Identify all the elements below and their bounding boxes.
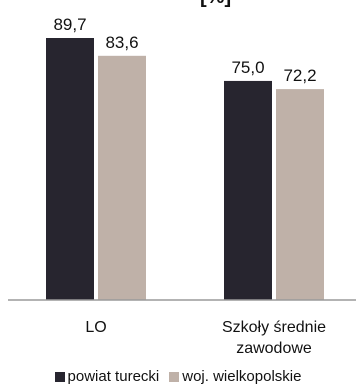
data-label-1-0: 75,0: [231, 58, 264, 77]
bar-1-1: [276, 89, 324, 300]
category-label-1-0: Szkoły średnie: [222, 319, 326, 336]
legend-swatch-powiat: [54, 371, 65, 382]
legend-label-woj: woj. wielkopolskie: [182, 368, 302, 385]
legend-item-powiat: powiat turecki: [54, 368, 160, 385]
legend-item-woj: woj. wielkopolskie: [169, 368, 301, 385]
bar-1-0: [224, 80, 272, 300]
bar-0-0: [46, 38, 94, 300]
chart-title-fragment: [%]: [200, 0, 231, 9]
legend: powiat turecki woj. wielkopolskie: [0, 368, 356, 385]
legend-label-powiat: powiat turecki: [67, 368, 160, 385]
category-label-0-0: LO: [85, 319, 106, 336]
data-label-0-1: 83,6: [105, 33, 138, 52]
data-label-0-0: 89,7: [53, 15, 86, 34]
legend-swatch-woj: [169, 371, 180, 382]
data-label-1-1: 72,2: [283, 66, 316, 85]
category-label-1-1: zawodowe: [236, 340, 312, 357]
bar-0-1: [98, 55, 146, 300]
